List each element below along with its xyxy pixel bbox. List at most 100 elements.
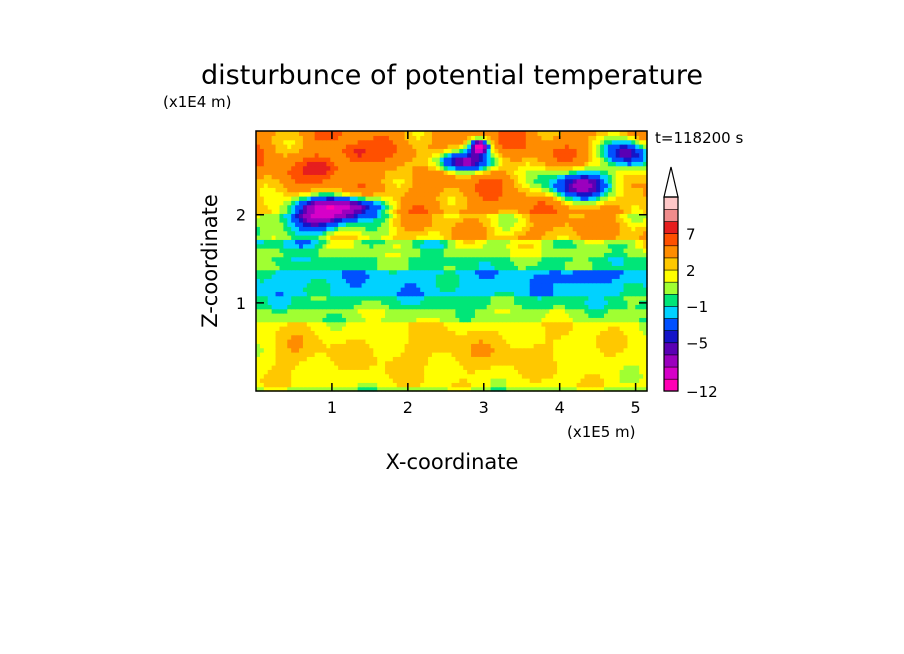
contour-cell [541, 308, 546, 314]
contour-cell [447, 321, 453, 327]
contour-cell [529, 386, 535, 392]
contour-cell [361, 213, 367, 219]
contour-cell [377, 217, 382, 223]
contour-cell [361, 300, 367, 305]
contour-cell [404, 334, 410, 340]
contour-cell [627, 295, 632, 301]
contour-cell [404, 278, 410, 284]
contour-cell [510, 222, 515, 227]
contour-cell [314, 256, 320, 262]
contour-cell [342, 330, 347, 336]
contour-cell [514, 239, 519, 245]
contour-cell [283, 278, 288, 284]
contour-cell [412, 187, 417, 193]
contour-cell [428, 360, 433, 366]
contour-cell [271, 230, 277, 236]
contour-cell [259, 248, 265, 253]
contour-cell [428, 204, 433, 210]
contour-cell [498, 191, 503, 197]
contour-cell [588, 352, 593, 357]
contour-cell [435, 308, 441, 314]
contour-cell [463, 317, 468, 323]
contour-cell [627, 330, 632, 336]
contour-cell [557, 269, 562, 275]
contour-cell [330, 278, 335, 284]
contour-cell [400, 248, 406, 253]
contour-cell [271, 304, 277, 310]
contour-cell [377, 300, 382, 305]
contour-cell [428, 183, 433, 188]
contour-cell [541, 204, 546, 210]
contour-cell [506, 326, 511, 331]
contour-cell [365, 382, 370, 388]
contour-cell [361, 278, 367, 284]
contour-cell [478, 217, 484, 223]
contour-cell [349, 360, 355, 366]
contour-cell [275, 313, 281, 318]
contour-cell [537, 278, 543, 284]
contour-cell [455, 174, 460, 180]
contour-cell [299, 178, 304, 184]
contour-cell [455, 356, 460, 362]
contour-cell [471, 226, 476, 232]
contour-cell [267, 330, 273, 336]
contour-cell [431, 239, 437, 245]
contour-cell [322, 261, 327, 266]
contour-cell [553, 365, 558, 370]
contour-cell [474, 243, 480, 249]
contour-cell [455, 217, 460, 223]
contour-cell [416, 386, 421, 392]
contour-cell [381, 326, 386, 331]
contour-cell [490, 230, 496, 236]
contour-cell [412, 317, 417, 323]
contour-cell [345, 269, 351, 275]
contour-cell [627, 248, 632, 253]
contour-cell [326, 200, 331, 206]
contour-cell [431, 243, 437, 249]
contour-cell [486, 343, 492, 349]
contour-cell [467, 213, 472, 219]
contour-cell [631, 339, 636, 344]
contour-cell [572, 274, 578, 279]
contour-cell [490, 334, 496, 340]
contour-cell [322, 230, 327, 236]
contour-cell [490, 274, 496, 279]
contour-cell [615, 321, 621, 327]
contour-cell [314, 200, 320, 206]
contour-cell [627, 204, 632, 210]
contour-cell [635, 209, 640, 214]
contour-cell [607, 256, 613, 262]
contour-cell [584, 265, 589, 271]
contour-cell [275, 217, 281, 223]
contour-cell [572, 347, 578, 353]
contour-cell [510, 209, 515, 214]
contour-cell [541, 230, 546, 236]
contour-cell [431, 334, 437, 340]
contour-cell [318, 243, 324, 249]
contour-cell [377, 382, 382, 388]
contour-cell [287, 360, 292, 366]
contour-cell [521, 382, 527, 388]
contour-cell [584, 183, 589, 188]
contour-cell [322, 321, 327, 327]
contour-cell [615, 352, 621, 357]
contour-cell [619, 313, 625, 318]
contour-cell [404, 200, 410, 206]
contour-cell [408, 373, 413, 379]
contour-cell [506, 308, 511, 314]
contour-cell [310, 213, 316, 219]
contour-cell [431, 356, 437, 362]
contour-cell [615, 256, 621, 262]
contour-cell [478, 326, 484, 331]
contour-cell [283, 200, 288, 206]
contour-cell [517, 360, 523, 366]
contour-cell [467, 291, 472, 297]
contour-cell [572, 178, 578, 184]
contour-cell [400, 204, 406, 210]
contour-cell [517, 382, 523, 388]
contour-cell [478, 334, 484, 340]
contour-cell [451, 287, 457, 292]
contour-cell [431, 226, 437, 232]
contour-cell [584, 278, 589, 284]
contour-cell [467, 282, 472, 288]
